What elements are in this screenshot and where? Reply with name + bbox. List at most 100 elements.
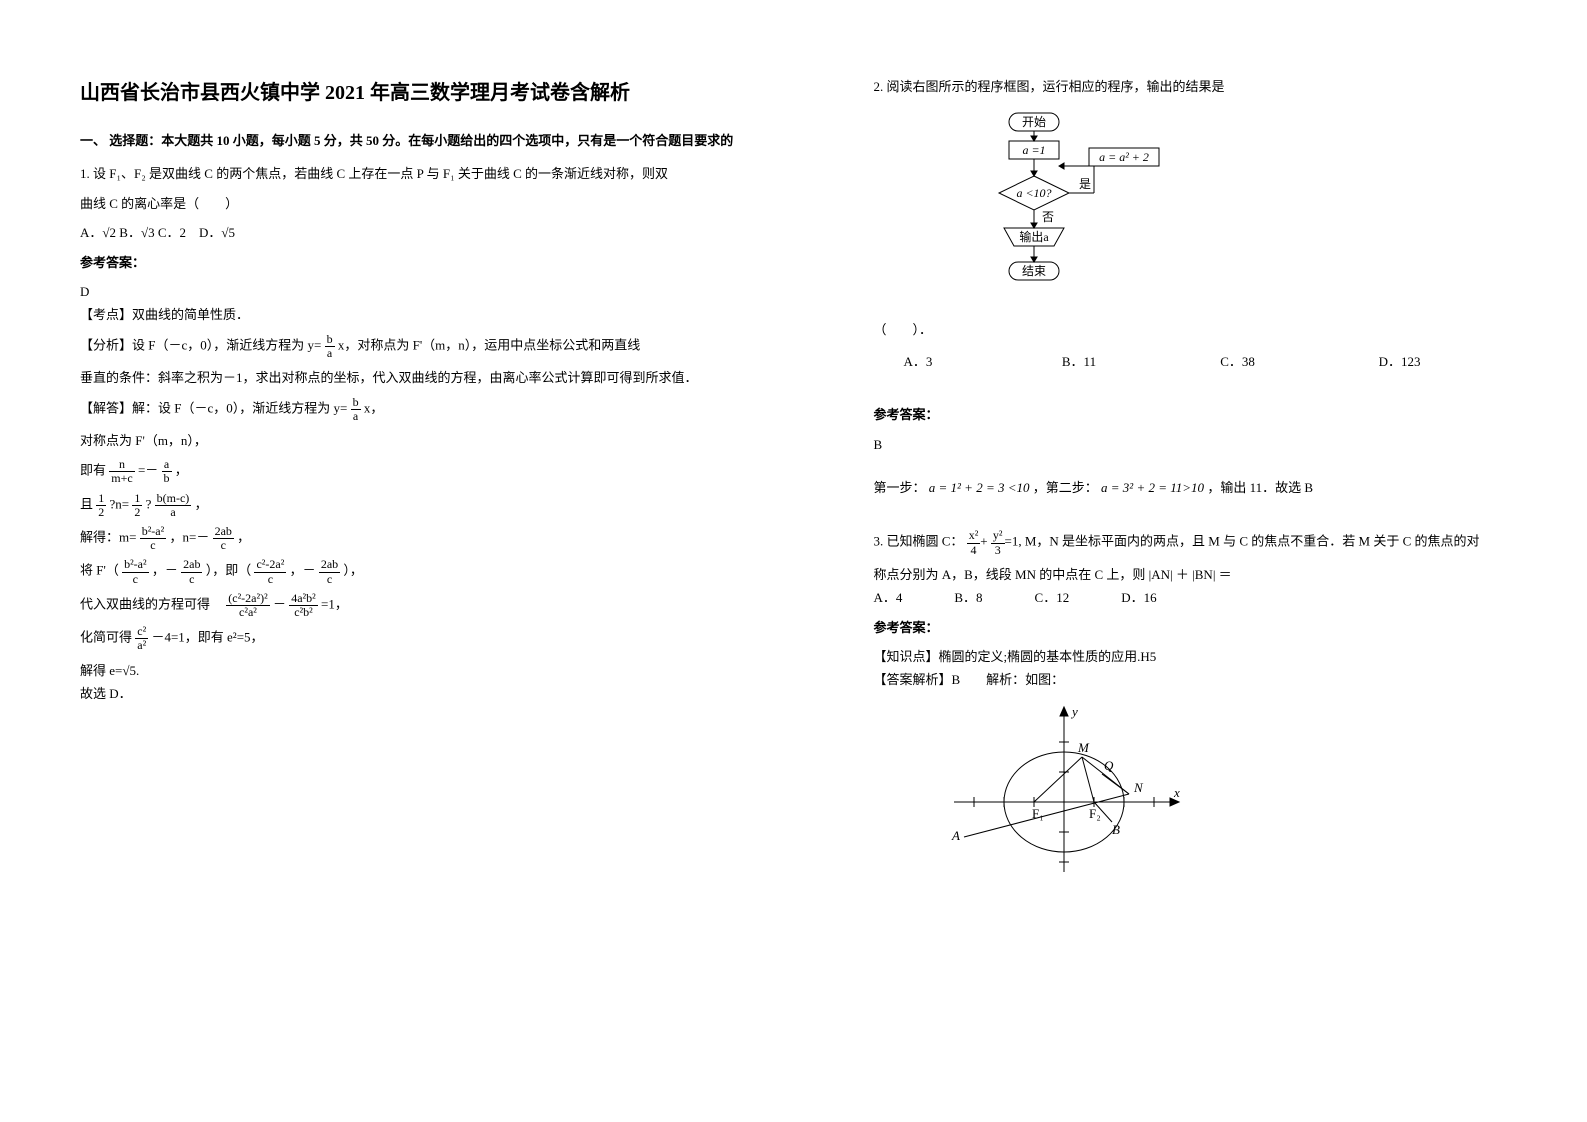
fc-assign: a = a² + 2 (1099, 150, 1149, 164)
q1-mn: 解得：m= b²-a²c ，n=－ 2abc ， (80, 525, 744, 552)
frac-nmc: nm+c (109, 458, 134, 485)
q3-stem: 3. 已知椭圆 C： x²4+ y²3=1, M，N 是坐标平面内的两点，且 M… (874, 529, 1538, 556)
lbl-y: y (1070, 704, 1078, 719)
q1-hs: 化简可得 c²a² －4=1，即有 e²=5， (80, 625, 744, 652)
q3s2: M，N 是坐标平面内的两点，且 M 与 C 的焦点不重合．若 M 关于 C 的焦… (1025, 534, 1480, 549)
q1-answer: D (80, 280, 744, 303)
q1-stem1: 1. 设 F₁、F₂ 是双曲线 C 的两个焦点，若曲线 C 上存在一点 P 与 … (80, 162, 744, 185)
q3-stem3: 称点分别为 A，B，线段 MN 的中点在 C 上，则 |AN| ＋ |BN| ＝ (874, 563, 1538, 586)
fx1: 【分析】设 F（－c，0），渐近线方程为 y= (80, 337, 325, 352)
q3s1: 3. 已知椭圆 (874, 534, 942, 549)
q3c: C： (942, 534, 964, 549)
q2-answer-label: 参考答案： (874, 403, 1538, 426)
exam-title: 山西省长治市县西火镇中学 2021 年高三数学理月考试卷含解析 (80, 75, 744, 111)
q3-kp: 【知识点】椭圆的定义;椭圆的基本性质的应用.H5 (874, 645, 1538, 668)
q2C: C． (1220, 354, 1242, 369)
q1l: 且 (80, 496, 96, 511)
q3-answer-label: 参考答案： (874, 616, 1538, 639)
lbl-Q: Q (1104, 758, 1114, 773)
e1: 第一步： (874, 480, 926, 495)
f_mid2: ，－ (290, 563, 316, 578)
q1-analysis: 【分析】设 F（－c，0），渐近线方程为 y= ba x，对称点为 F'（m，n… (80, 333, 744, 360)
sub_end: =1， (321, 596, 348, 611)
q1-mid: 且 12 ?n= 12 ? b(m-c)a ， (80, 492, 744, 519)
q1-jd1: 【解答】解：设 F（－c，0），渐近线方程为 y= ba x， (80, 396, 744, 423)
frac-sub2: 4a²b²c²b² (289, 592, 318, 619)
frac-ell1: x²4 (967, 529, 981, 556)
q2-answer: B (874, 433, 1538, 456)
f_pre: 将 F'（ (80, 563, 119, 578)
fc-start: 开始 (1021, 115, 1045, 129)
frac-12b: 12 (132, 492, 142, 519)
q3-jx: 【答案解析】B 解析：如图： (874, 668, 1538, 691)
q2Dv: 123 (1401, 354, 1421, 369)
e2f: a = 3² + 2 = 11>10 (1101, 480, 1204, 495)
q1l3: ? (146, 496, 152, 511)
q1-sub: 代入双曲线的方程可得 (c²-2a²)²c²a² － 4a²b²c²b² =1， (80, 592, 744, 619)
lbl-M: M (1077, 740, 1090, 755)
q1-jd2: 对称点为 F'（m，n）， (80, 429, 744, 452)
optD-v: √5 (221, 225, 235, 240)
answer-label: 参考答案： (80, 251, 744, 274)
frac-ab: ab (162, 458, 172, 485)
ellipse-svg: y x F₁ F₂ M Q N B A (934, 702, 1194, 882)
q1-fprime: 将 F'（ b²-a²c ，－ 2abc ），即（ c²-2a²c ，－ 2ab… (80, 558, 744, 585)
fc-yes: 是 (1079, 177, 1091, 191)
hs_end: －4=1，即有 e²=5， (151, 630, 263, 645)
frac-sub1: (c²-2a²)²c²a² (226, 592, 269, 619)
sub_pre: 代入双曲线的方程可得 (80, 596, 223, 611)
jy1b: =－ (138, 463, 158, 478)
frac-ell2: y²3 (991, 529, 1005, 556)
fc-no: 否 (1042, 210, 1054, 224)
q1-fx3: 垂直的条件：斜率之积为－1，求出对称点的坐标，代入双曲线的方程，由离心率公式计算… (80, 366, 744, 389)
fc-init: a =1 (1022, 143, 1045, 157)
frac-n: 2abc (213, 525, 234, 552)
q1-hs3: 故选 D． (80, 682, 744, 705)
fx2: x，对称点为 F'（m，n），运用中点坐标公式和两直线 (338, 337, 640, 352)
q1-stem2: 曲线 C 的离心率是（ ） (80, 192, 744, 215)
q2B: B．11 (1062, 350, 1220, 373)
e1f: a = 1² + 2 = 3 <10 (929, 480, 1030, 495)
f_end2: ）， (343, 563, 363, 578)
q2Av: 3 (926, 354, 933, 369)
f_mid: ，－ (152, 563, 178, 578)
f_end: ），即（ (206, 563, 252, 578)
frac-c2a2: c²a² (135, 625, 148, 652)
q2-stem: 2. 阅读右图所示的程序框图，运行相应的程序，输出的结果是 (874, 75, 1538, 98)
lbl-N: N (1133, 780, 1144, 795)
fc-end: 结束 (1021, 264, 1045, 278)
frac-ba-2: ba (351, 396, 361, 423)
q2-exp: 第一步： a = 1² + 2 = 3 <10 ，第二步： a = 3² + 2… (874, 476, 1538, 499)
flowchart-svg: 开始 a =1 a <10? 是 a = a² + 2 否 输出a 结束 (934, 108, 1194, 308)
frac-12a: 12 (96, 492, 106, 519)
q1l2: ?n= (110, 496, 130, 511)
lbl-x: x (1173, 785, 1180, 800)
q2-options: A．3 B．11 C．38 D．123 (874, 350, 1538, 373)
jy1: 即有 (80, 463, 106, 478)
q1-kaodian: 【考点】双曲线的简单性质． (80, 303, 744, 326)
q1-options: A．√2 B．√3 C．2 D．√5 (80, 221, 744, 244)
optC: C．2 D． (158, 225, 222, 240)
frac-fm: b²-a²c (122, 558, 149, 585)
q1l4: ， (195, 496, 208, 511)
optB-pre: B． (119, 225, 141, 240)
q2D: D． (1379, 354, 1401, 369)
frac-ba-1: ba (325, 333, 335, 360)
q3-opts: A．4 B．8 C．12 D．16 (874, 586, 1538, 609)
jd1: 【解答】解：设 F（－c，0），渐近线方程为 y= (80, 400, 351, 415)
jd1b: x， (364, 400, 384, 415)
optA-v: √2 (102, 225, 116, 240)
frac-m: b²-a²c (140, 525, 167, 552)
jy1c: ， (175, 463, 188, 478)
mlabel: 解得：m= (80, 530, 140, 545)
q1-slope: 即有 nm+c =－ ab ， (80, 458, 744, 485)
q1-hs2: 解得 e=√5. (80, 659, 744, 682)
sub_mid: － (273, 596, 286, 611)
hs_pre: 化简可得 (80, 630, 135, 645)
fc-out: 输出a (1019, 229, 1049, 244)
frac-fm2: c²-2a²c (254, 558, 286, 585)
section-head: 一、 选择题：本大题共 10 小题，每小题 5 分，共 50 分。在每小题给出的… (80, 129, 744, 152)
frac-fn: 2abc (181, 558, 202, 585)
lbl-B: B (1112, 822, 1120, 837)
frac-fn2: 2abc (319, 558, 340, 585)
